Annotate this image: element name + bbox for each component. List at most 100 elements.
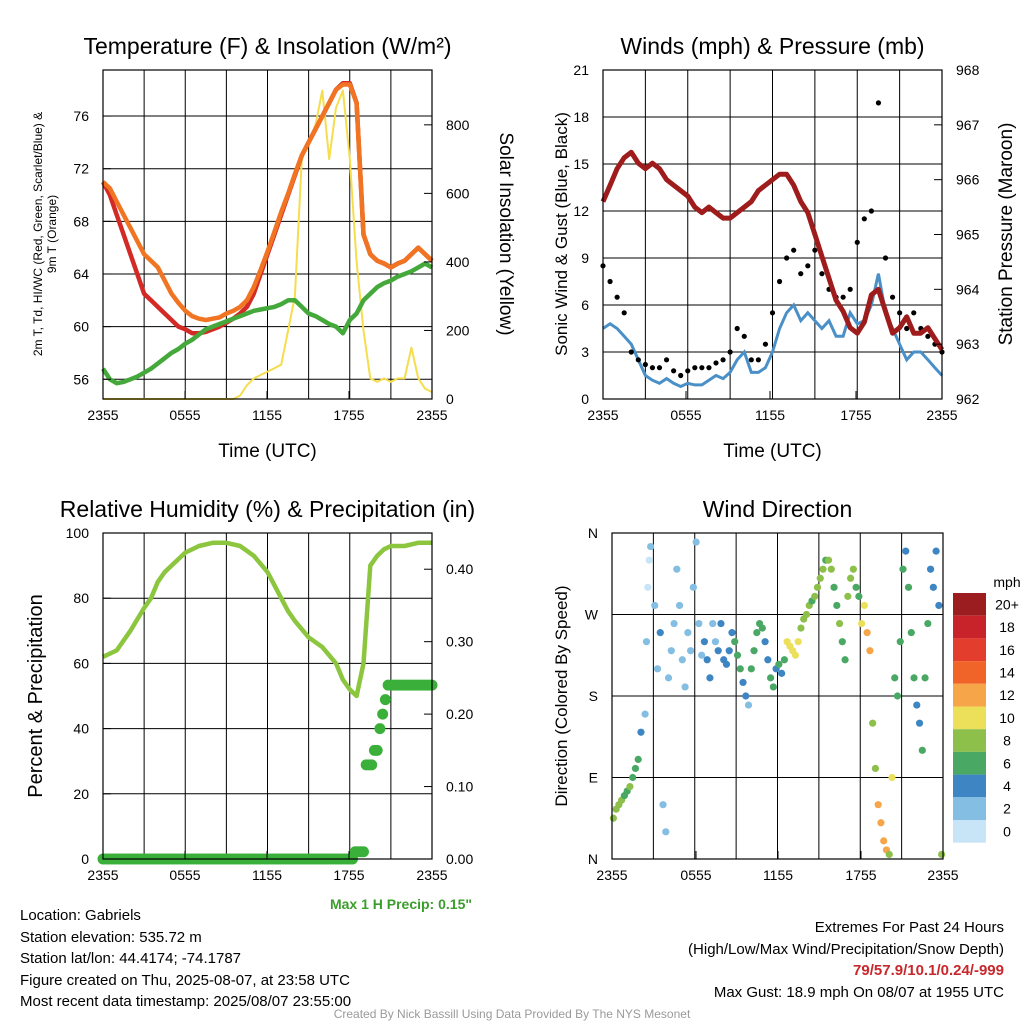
direction-point	[717, 619, 725, 628]
direction-point	[656, 629, 664, 637]
x-axis: 2355 0555 1155 1755 2355	[596, 851, 959, 883]
direction-point	[877, 819, 885, 827]
y-tick-label: 64	[73, 266, 89, 282]
direction-point	[609, 814, 617, 822]
extremes-box: Extremes For Past 24 Hours (High/Low/Max…	[688, 917, 1004, 1003]
x-tick-label: 2355	[596, 867, 627, 883]
y-tick-label: N	[588, 525, 598, 541]
direction-point	[915, 719, 924, 727]
credit-text: Created By Nick Bassill Using Data Provi…	[333, 1007, 691, 1021]
colorbar-label: 12	[999, 687, 1015, 703]
y-tick-label: 72	[73, 161, 89, 177]
x-axis: 2355 0555 1155 1755 2355 Time (UTC)	[87, 391, 448, 462]
direction-point	[659, 801, 667, 809]
x-tick-label: 1155	[763, 867, 793, 883]
y2-tick-label: 966	[956, 172, 980, 188]
direction-point	[780, 656, 788, 664]
direction-point	[802, 610, 811, 619]
extremes-values: 79/57.9/10.1/0.24/-999	[853, 962, 1004, 979]
colorbar-swatch	[953, 751, 986, 775]
x-tick-label: 2355	[927, 867, 958, 883]
gust-point	[642, 361, 648, 368]
direction-point	[797, 624, 805, 632]
y2-tick-label: 968	[956, 62, 980, 78]
direction-point	[725, 647, 733, 655]
colorbar-label: 10	[999, 710, 1015, 726]
direction-point	[932, 547, 940, 555]
chart-title: Wind Direction	[703, 496, 853, 522]
direction-point	[849, 565, 857, 573]
direction-point	[644, 583, 652, 591]
direction-point	[833, 601, 841, 610]
y-axis: 56 60 64 68 72 76 2m T, Td, HI/WC (Red, Green,…	[31, 108, 516, 387]
direction-point	[846, 574, 855, 582]
grid-lines	[103, 70, 432, 399]
gust-point	[889, 294, 896, 300]
gust-point	[798, 271, 804, 277]
colorbar-label: 2	[1003, 801, 1011, 817]
direction-point	[709, 619, 717, 628]
y2-tick-label: 200	[446, 322, 470, 338]
direction-point	[642, 638, 651, 646]
direction-point	[904, 583, 913, 591]
y2-tick-label: 967	[956, 117, 980, 133]
y-tick-label: 60	[73, 655, 89, 671]
direction-point	[753, 629, 761, 637]
y2-axis-label: Solar Insolation (Yellow)	[495, 132, 516, 335]
y-tick-label: E	[589, 770, 598, 786]
extremes-title: Extremes For Past 24 Hours	[814, 919, 1004, 936]
direction-point	[641, 710, 649, 718]
x-tick-label: 2355	[416, 867, 447, 883]
colorbar-label: 8	[1003, 733, 1011, 749]
direction-point	[747, 665, 755, 673]
x-tick-label: 1755	[333, 867, 364, 883]
direction-point	[695, 619, 703, 628]
direction-point	[673, 565, 681, 573]
max-precip-note: Max 1 H Precip: 0.15"	[329, 896, 472, 912]
colorbar-swatch	[953, 706, 986, 730]
gust-point	[614, 294, 620, 300]
direction-point	[700, 638, 709, 646]
colorbar-label: 14	[999, 664, 1015, 680]
direction-point	[891, 674, 899, 682]
direction-point	[929, 583, 937, 591]
series-group	[600, 100, 945, 389]
direction-point	[791, 651, 800, 659]
direction-point	[835, 619, 844, 628]
y-tick-label: S	[589, 688, 598, 704]
direction-point	[913, 701, 921, 709]
y2-axis: 0 200 400 600 800	[424, 117, 470, 407]
direction-point	[645, 556, 653, 564]
gust-point	[748, 357, 754, 363]
gust-point	[734, 325, 740, 332]
recent-text: Most recent data timestamp: 2025/08/07 2…	[20, 993, 352, 1010]
y2-tick-label: 800	[446, 117, 470, 133]
gust-point	[840, 294, 846, 300]
direction-point	[692, 538, 700, 546]
gust-point	[784, 255, 790, 261]
extremes-subtitle: (High/Low/Max Wind/Precipitation/Snow De…	[688, 940, 1004, 958]
precip-point	[379, 694, 391, 706]
y-tick-label: 0	[81, 851, 89, 867]
x-tick-label: 2355	[416, 407, 447, 423]
direction-point	[769, 683, 777, 691]
direction-point	[664, 674, 673, 682]
y2-axis: 962 963 964 965 966 967 968	[934, 62, 980, 407]
precip-point	[374, 723, 386, 735]
gust-point	[755, 357, 761, 363]
gust-point	[847, 286, 853, 292]
direction-point	[896, 638, 904, 646]
direction-point	[698, 651, 706, 659]
direction-point	[910, 674, 918, 682]
gust-point	[656, 365, 663, 371]
colorbar-swatch	[953, 593, 986, 616]
direction-point	[662, 828, 670, 836]
direction-point	[819, 565, 827, 573]
direction-point	[667, 647, 675, 655]
latlon-text: Station lat/lon: 44.4174; -74.1787	[20, 950, 242, 967]
colorbar-swatch	[953, 774, 986, 798]
direction-point	[681, 683, 689, 691]
direction-point	[860, 601, 868, 610]
colorbar-swatch	[953, 638, 986, 662]
